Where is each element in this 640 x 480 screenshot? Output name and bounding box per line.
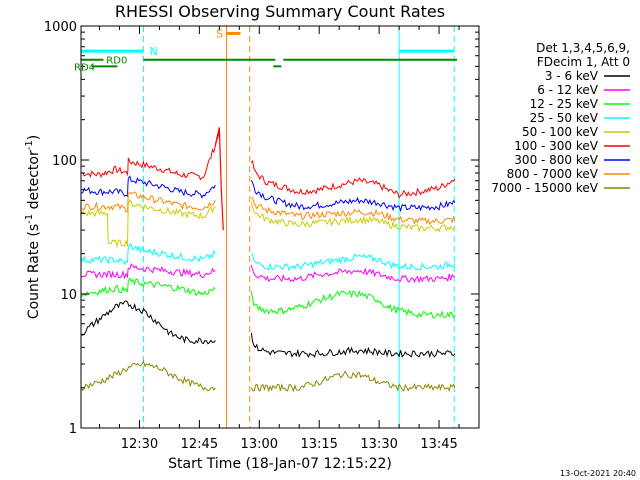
series-line bbox=[250, 202, 456, 233]
x-tick-label: 13:30 bbox=[360, 437, 397, 452]
series-line bbox=[80, 359, 216, 392]
series-line bbox=[81, 175, 216, 199]
rd4-label: RD4 bbox=[74, 62, 95, 73]
series-line bbox=[251, 197, 456, 226]
legend-header-line1: Det 1,3,4,5,6,9, bbox=[536, 41, 630, 55]
legend-entry-label: 800 - 7000 keV bbox=[507, 167, 599, 181]
legend-entry-label: 12 - 25 keV bbox=[530, 97, 599, 111]
series-line bbox=[250, 179, 456, 213]
series-line bbox=[250, 332, 456, 359]
x-axis-label: Start Time (18-Jan-07 12:15:22) bbox=[168, 456, 392, 472]
legend: Det 1,3,4,5,6,9, FDecim 1, Att 0 3 - 6 k… bbox=[491, 41, 630, 195]
series-line bbox=[250, 264, 455, 284]
plot-frame bbox=[80, 25, 480, 429]
legend-header-line2: FDecim 1, Att 0 bbox=[537, 55, 630, 69]
legend-entry-label: 6 - 12 keV bbox=[537, 83, 599, 97]
series-line bbox=[80, 199, 216, 249]
series-line bbox=[80, 277, 216, 297]
legend-entry-label: 300 - 800 keV bbox=[514, 153, 598, 167]
y-tick-label: 1 bbox=[69, 422, 77, 437]
flare-peak-line bbox=[214, 127, 224, 231]
legend-entry-label: 100 - 300 keV bbox=[514, 139, 598, 153]
series-line bbox=[250, 370, 456, 393]
series-line bbox=[81, 191, 216, 213]
plot-area: N S RD0 bbox=[80, 26, 458, 428]
saa-label: S bbox=[216, 27, 223, 40]
night-label: N bbox=[149, 45, 157, 58]
x-tick-label: 13:00 bbox=[241, 437, 278, 452]
x-tick-label: 12:30 bbox=[121, 437, 158, 452]
legend-entry-label: 25 - 50 keV bbox=[530, 111, 599, 125]
series-line bbox=[250, 289, 456, 319]
series-line bbox=[80, 243, 216, 266]
x-tick-label: 12:45 bbox=[181, 437, 218, 452]
legend-entry-label: 3 - 6 keV bbox=[545, 69, 599, 83]
legend-entry-label: 7000 - 15000 keV bbox=[491, 181, 598, 195]
x-tick-label: 13:45 bbox=[420, 437, 457, 452]
series-line bbox=[81, 263, 216, 280]
legend-entry-label: 50 - 100 keV bbox=[522, 125, 599, 139]
y-tick-label: 10 bbox=[60, 288, 77, 303]
x-tick-label: 13:15 bbox=[300, 437, 337, 452]
y-tick-label: 1000 bbox=[44, 20, 77, 35]
series-line bbox=[80, 300, 216, 345]
series-line bbox=[80, 132, 220, 181]
y-tick-label: 100 bbox=[52, 154, 77, 169]
series-line bbox=[250, 159, 456, 200]
generated-timestamp: 13-Oct-2021 20:40 bbox=[560, 469, 636, 478]
chart-title: RHESSI Observing Summary Count Rates bbox=[115, 2, 445, 21]
series-line bbox=[251, 253, 456, 272]
rd0-label: RD0 bbox=[106, 56, 127, 67]
y-axis-label: Count Rate (s-1 detector-1) bbox=[24, 135, 42, 319]
